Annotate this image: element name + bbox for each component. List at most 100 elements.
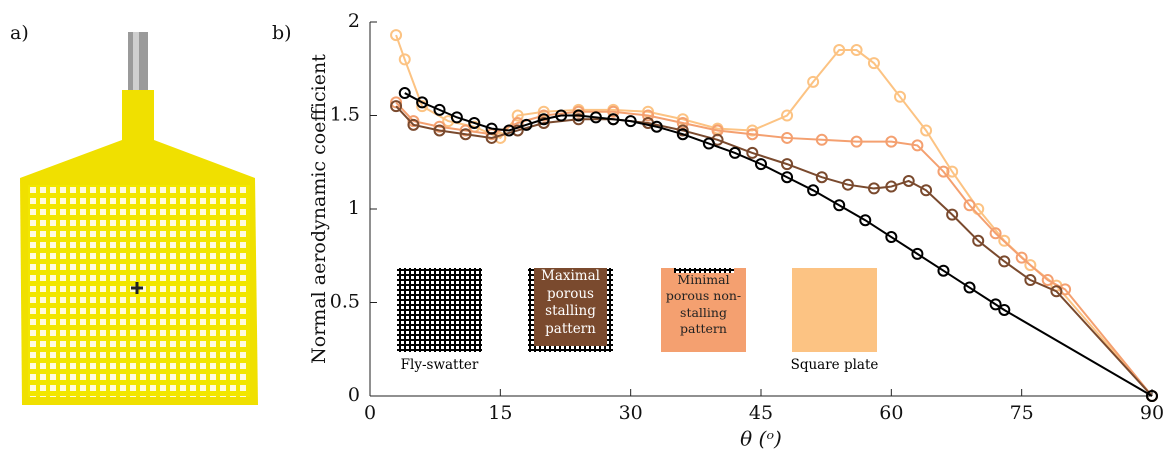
data-point [1041, 274, 1054, 287]
data-point [390, 100, 403, 113]
data-point [589, 111, 602, 124]
data-point [972, 234, 985, 247]
data-point [607, 105, 620, 118]
data-point [894, 90, 907, 103]
data-point [781, 171, 794, 184]
legend-label: Minimal porous non-stalling pattern [665, 272, 742, 336]
data-point [503, 124, 516, 137]
data-point [815, 133, 828, 146]
x-tick-label: 0 [364, 402, 376, 424]
inset-minimal-mesh [674, 268, 734, 273]
y-tick-label: 0.5 [330, 291, 360, 313]
data-point [676, 116, 689, 129]
x-tick-label: 15 [488, 402, 512, 424]
data-point [911, 247, 924, 260]
data-point [1024, 259, 1037, 272]
data-point [885, 180, 898, 193]
data-point [850, 135, 863, 148]
data-point [920, 184, 933, 197]
data-point [537, 109, 550, 122]
data-point [885, 231, 898, 244]
inset-maximal-fill [534, 268, 607, 346]
legend-label: Fly-swatter [400, 357, 479, 373]
data-point [485, 122, 498, 135]
data-point [624, 115, 637, 128]
legend-label: Maximal porous stalling pattern [541, 268, 600, 337]
data-point [841, 178, 854, 191]
data-point [746, 128, 759, 141]
data-point [937, 165, 950, 178]
data-point [833, 44, 846, 57]
data-point [963, 199, 976, 212]
data-point [807, 75, 820, 88]
data-point [815, 171, 828, 184]
data-point [459, 124, 472, 137]
data-point [650, 120, 663, 133]
data-point [433, 120, 446, 133]
data-point [1015, 251, 1028, 264]
data-point [859, 214, 872, 227]
data-point [390, 29, 403, 42]
data-point [398, 53, 411, 66]
data-point [459, 128, 472, 141]
panel-label: a) [10, 22, 29, 44]
data-point [946, 165, 959, 178]
data-point [989, 227, 1002, 240]
inset-square [792, 268, 877, 352]
data-point [572, 109, 585, 122]
data-point [850, 44, 863, 57]
data-point [963, 281, 976, 294]
y-axis-title: Normal aerodynamic coefficient [308, 54, 330, 364]
x-tick-label: 30 [619, 402, 643, 424]
data-point [885, 135, 898, 148]
data-point [1024, 274, 1037, 287]
data-point [755, 158, 767, 171]
data-point [676, 113, 689, 126]
y-tick-label: 1 [348, 197, 360, 219]
data-point [416, 96, 429, 109]
data-point [746, 124, 759, 137]
data-point [537, 116, 550, 129]
data-point [572, 105, 585, 118]
data-point [833, 199, 846, 212]
x-tick-label: 90 [1140, 402, 1164, 424]
x-axis-title: θ (ᵒ) [740, 427, 782, 451]
data-point [902, 174, 915, 187]
data-point [920, 124, 933, 137]
panel-label: b) [272, 22, 292, 44]
y-tick-label: 1.5 [330, 104, 360, 126]
data-point [746, 146, 759, 159]
data-point [1050, 285, 1063, 298]
x-tick-label: 60 [879, 402, 903, 424]
data-point [781, 131, 794, 144]
data-point [946, 208, 959, 221]
data-point [1059, 283, 1072, 296]
data-point [998, 234, 1011, 247]
data-point [450, 111, 463, 124]
series-line [395, 101, 1153, 397]
x-tick-label: 45 [749, 402, 773, 424]
data-point [555, 109, 568, 122]
inset-fly-swatter [397, 268, 482, 352]
data-point [416, 100, 429, 113]
data-point [911, 139, 924, 152]
legend-label: Square plate [790, 357, 879, 373]
data-point [398, 87, 411, 100]
data-point [520, 118, 533, 131]
data-point [433, 124, 446, 137]
data-point [537, 105, 550, 118]
data-point [433, 103, 446, 116]
y-tick-label: 2 [348, 10, 360, 32]
y-tick-label: 0 [348, 384, 360, 406]
data-point [867, 57, 880, 70]
data-point [781, 158, 794, 171]
data-point [676, 128, 689, 141]
data-point [572, 113, 585, 126]
data-point [676, 124, 689, 137]
data-point [998, 303, 1011, 316]
fly-swatter-photo [20, 32, 258, 405]
data-point [867, 182, 880, 195]
data-point [998, 255, 1011, 268]
